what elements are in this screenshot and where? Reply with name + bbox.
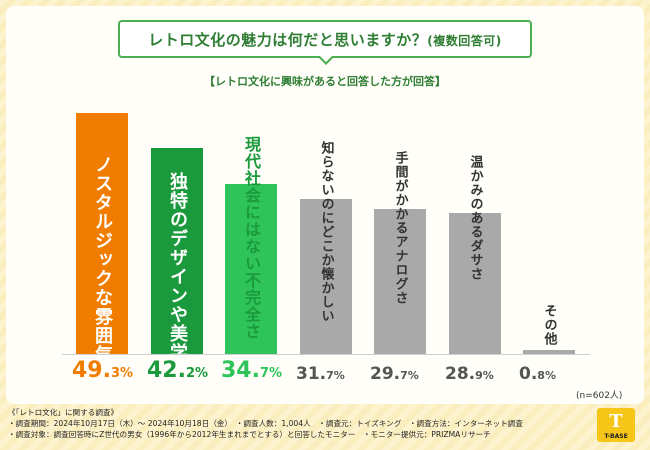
value-label: 29.7% xyxy=(370,364,419,384)
baseline xyxy=(62,354,590,355)
footer-line: ・調査対象：調査回答時にZ世代の男女（1996年から2012年生まれまでとする）… xyxy=(8,430,491,439)
footer-line: ・調査期間：2024年10月17日（木）～ 2024年10月18日（金） ・調査… xyxy=(8,419,523,428)
category-label: 現代社会にはない不完全さ xyxy=(242,136,261,340)
category-label: ノスタルジックな雰囲気 xyxy=(92,155,113,364)
bar-1 xyxy=(76,113,128,354)
bar-2 xyxy=(151,148,203,354)
sample-size-note: (n=602人) xyxy=(576,391,623,401)
value-label: 42.2% xyxy=(147,358,209,383)
category-label: 手間がかかるアナログさ xyxy=(392,151,408,305)
bar-6 xyxy=(449,213,501,354)
subtitle: 【レトロ文化に興味があると回答した方が回答】 xyxy=(204,75,446,88)
chart-title: レトロ文化の魅力は何だと思いますか？(複数回答可) xyxy=(148,30,502,49)
value-label: 49.3% xyxy=(72,358,134,383)
logo-mark: T xyxy=(609,411,623,432)
logo-text: T-BASE xyxy=(604,433,628,440)
bar-5 xyxy=(374,209,426,354)
footer-line: 《「レトロ文化」に関する調査》 xyxy=(8,408,119,417)
category-label: その他 xyxy=(541,304,557,346)
bar-3 xyxy=(225,184,277,354)
category-label: 知らないのにどこか懐かしい xyxy=(318,141,334,323)
title-pointer-inner xyxy=(319,55,333,62)
title-box: レトロ文化の魅力は何だと思いますか？(複数回答可) xyxy=(118,20,532,58)
value-label: 28.9% xyxy=(445,364,494,384)
value-label: 34.7% xyxy=(221,358,283,383)
category-label: 温かみのあるダサさ xyxy=(467,155,483,281)
category-label: 独特のデザインや美学 xyxy=(167,172,188,362)
value-label: 31.7% xyxy=(296,364,345,384)
bar-7 xyxy=(523,350,575,354)
bar-4 xyxy=(300,199,352,354)
survey-footer: 《「レトロ文化」に関する調査》 ・調査期間：2024年10月17日（木）～ 20… xyxy=(8,407,523,440)
brand-logo: T T-BASE xyxy=(597,408,635,442)
value-label: 0.8% xyxy=(519,364,556,384)
